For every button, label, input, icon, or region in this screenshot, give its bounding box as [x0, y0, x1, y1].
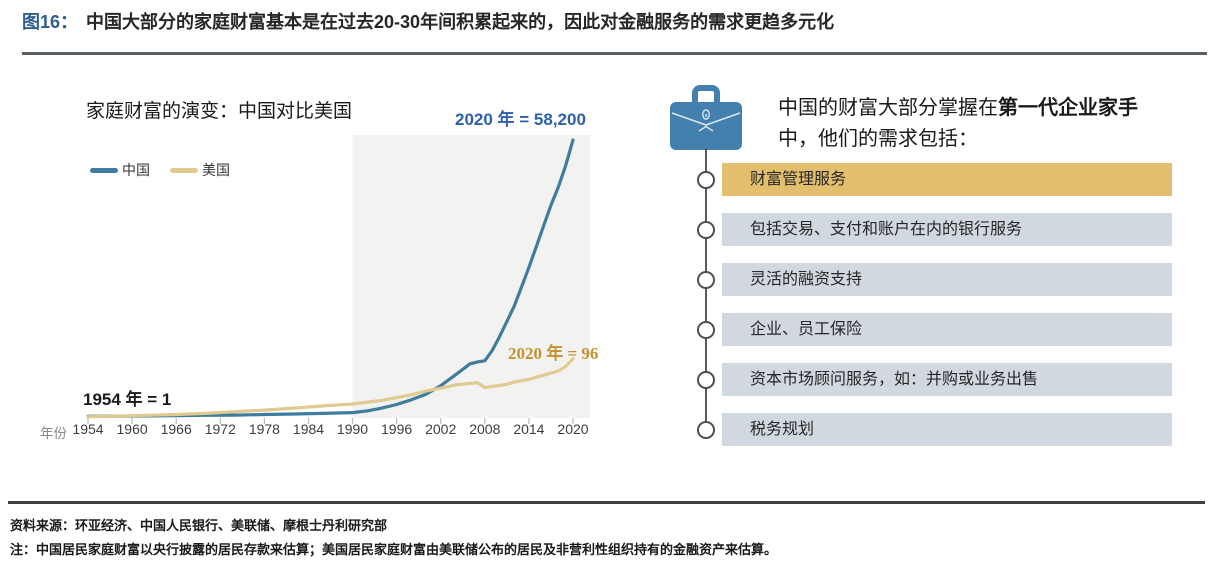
service-item: 税务规划 [722, 413, 1172, 446]
timeline-spine [705, 148, 707, 431]
shaded-region-1990-2020 [352, 135, 590, 418]
timeline-node [697, 171, 715, 189]
timeline-node [697, 221, 715, 239]
chart-legend: 中国 美国 [90, 160, 250, 180]
timeline-node [697, 321, 715, 339]
legend-label-china: 中国 [122, 164, 150, 179]
timeline-node [697, 421, 715, 439]
service-item: 灵活的融资支持 [722, 263, 1172, 296]
timeline-node [697, 371, 715, 389]
x-tick-label: 2014 [513, 421, 545, 437]
us-line-swatch [170, 167, 198, 173]
figure-title-text: 中国大部分的家庭财富基本是在过去20-30年间积累起来的，因此对金融服务的需求更… [86, 12, 835, 32]
x-tick-label: 1984 [292, 421, 325, 437]
service-item: 资本市场顾问服务，如：并购或业务出售 [722, 363, 1172, 396]
x-tick-label: 1990 [336, 421, 369, 437]
x-tick-label: 2008 [469, 421, 501, 437]
chart-title: 家庭财富的演变：中国对比美国 [86, 101, 353, 122]
legend-label-us: 美国 [202, 164, 230, 179]
footer-divider [8, 501, 1205, 504]
bold-first-generation-entrepreneurs: 第一代企业家手 [998, 97, 1138, 119]
source-line: 资料来源：环亚经济、中国人民银行、美联储、摩根士丹利研究部 [10, 518, 388, 533]
x-tick-label: 2002 [425, 421, 457, 437]
x-tick-label: 1954 [72, 421, 104, 437]
x-axis-title: 年份 [40, 426, 67, 441]
service-item: 财富管理服务 [722, 163, 1172, 196]
series-line-中国 [86, 138, 575, 418]
legend-item-china: 中国 [90, 160, 150, 180]
figure-number-label: 图16： [22, 12, 79, 32]
right-panel-heading: 中国的财富大部分掌握在第一代企业家手 中，他们的需求包括： [778, 93, 1158, 155]
x-tick-label: 1960 [116, 421, 148, 437]
page-title: 图16： 中国大部分的家庭财富基本是在过去20-30年间积累起来的，因此对金融服务… [22, 8, 834, 34]
x-tick-label: 1996 [381, 421, 413, 437]
right-panel-heading-line1: 中国的财富大部分掌握在第一代企业家手 [778, 97, 1138, 119]
right-panel-heading-line2: 中，他们的需求包括： [778, 128, 978, 150]
china-line-swatch [90, 167, 118, 173]
x-axis-labels: 1954 1960 1966 1972 1978 1984 1990 1996 2002 2008… [0, 421, 1213, 441]
x-tick-label: 2020 [557, 421, 589, 437]
x-tick-label: 1972 [204, 421, 236, 437]
us-end-value-annotation: 2020 年 = 96 [508, 344, 599, 363]
service-item: 企业、员工保险 [722, 313, 1172, 346]
china-end-value-annotation: 2020 年 = 58,200 [455, 110, 586, 129]
x-tick-label: 1966 [160, 421, 192, 437]
note-line: 注：中国居民家庭财富以央行披露的居民存款来估算；美国居民家庭财富由美联储公布的居… [10, 542, 778, 557]
briefcase-icon [670, 85, 742, 150]
header-divider [22, 52, 1207, 55]
timeline-node [697, 271, 715, 289]
legend-item-us: 美国 [170, 160, 230, 180]
start-value-annotation: 1954 年 = 1 [83, 390, 172, 409]
x-tick-label: 1978 [248, 421, 280, 437]
service-item: 包括交易、支付和账户在内的银行服务 [722, 213, 1172, 246]
